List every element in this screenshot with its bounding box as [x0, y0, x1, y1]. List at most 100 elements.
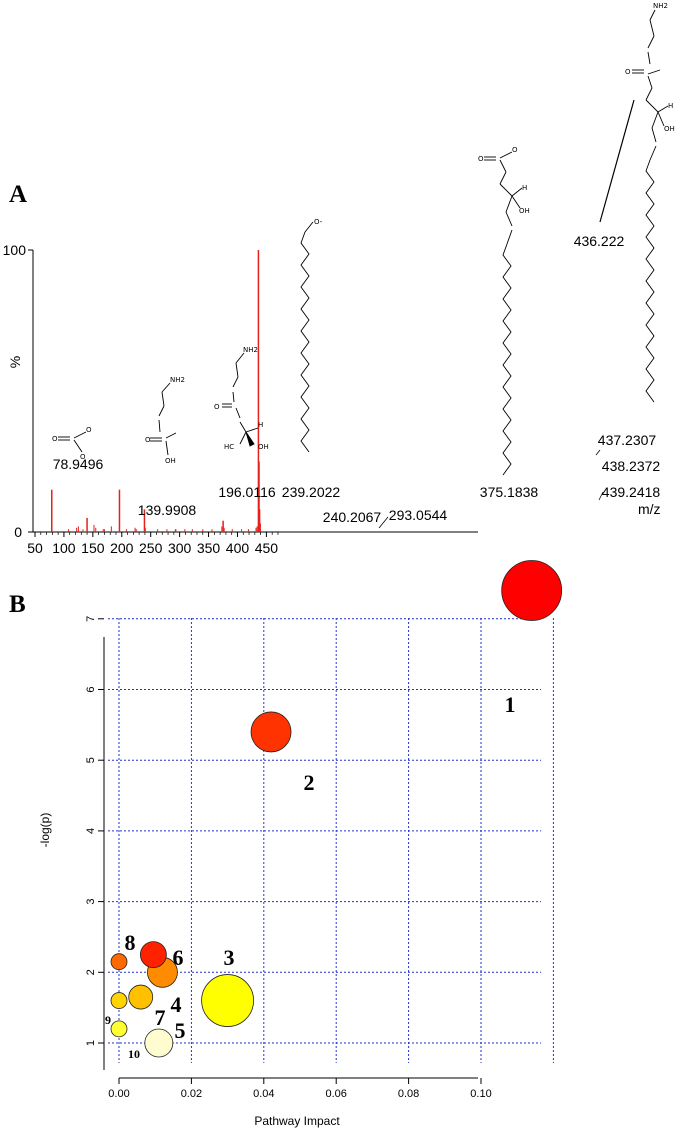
chem-h-1: H	[258, 421, 263, 429]
spectrum-x-tick-label: 450	[255, 540, 279, 556]
spectrum-x-tick-label: 150	[81, 540, 105, 556]
pathway-axes: -log(p) Pathway Impact	[38, 637, 478, 1128]
chem-o-1: O	[52, 435, 58, 443]
spectrum-y-tick-label-0: 0	[14, 524, 22, 540]
pathway-y-tick-label: 1	[85, 1040, 97, 1046]
spectrum-peak-label: 78.9496	[53, 456, 104, 472]
pathway-bubble-1	[501, 560, 563, 621]
pathway-y-tick-label: 4	[85, 828, 97, 834]
chem-o-6: O	[478, 155, 484, 163]
structure-glycerophosphoethanolamine	[222, 352, 259, 447]
chem-oh-3: OH	[519, 207, 530, 215]
spectrum-y-tick-label-100: 100	[3, 242, 27, 258]
pathway-x-tick-label: 0.08	[398, 1088, 419, 1100]
spectrum-peak-label: 437.2307	[598, 432, 657, 448]
chem-nh2-2: NH2	[243, 346, 258, 354]
leader-437	[595, 449, 601, 456]
structure-chain-436	[645, 159, 655, 403]
pathway-bubble-label: 2	[304, 770, 315, 795]
pathway-x-tick-label: 0.00	[108, 1088, 129, 1100]
pathway-bubble-label: 10	[128, 1047, 140, 1061]
spectrum-x-axis-label: m/z	[638, 501, 661, 517]
pathway-bubble-7	[139, 941, 167, 969]
chem-oh-4: OH	[664, 125, 675, 133]
chem-nh2-1: NH2	[170, 376, 185, 384]
structure-pointer-436	[599, 99, 635, 223]
pathway-bubble-labels: 1 2 3 45 6 7 8 9 10	[105, 692, 516, 1061]
pathway-x-tick-label: 0.02	[181, 1088, 202, 1100]
spectrum-peak-label: 293.0544	[389, 507, 448, 523]
chem-nh2-3: NH2	[653, 2, 668, 10]
pathway-bubble-label: 7	[155, 1005, 166, 1030]
panel-b-label: B	[9, 591, 26, 618]
chem-o-5: O	[214, 403, 220, 411]
structure-ethanolamine-phosphate	[150, 382, 177, 456]
pathway-y-axis-label: -log(p)	[38, 813, 52, 848]
pathway-grid	[108, 618, 554, 1063]
spectrum-peak-label: 436.222	[574, 233, 625, 249]
pathway-y-tick-label: 6	[85, 686, 97, 692]
chem-o-minus: O-	[314, 218, 323, 226]
pathway-bubble-label: 1	[505, 692, 516, 717]
pathway-bubble-label: 3	[224, 945, 235, 970]
pathway-bubble-label: 4	[171, 992, 182, 1017]
pathway-x-tick-label: 0.10	[470, 1088, 491, 1100]
spectrum-peak-label: 438.2372	[602, 458, 661, 474]
pathway-bubble-3	[201, 974, 255, 1027]
structure-lysope-plasmalogen	[632, 9, 669, 161]
spectrum-peak-label: 239.2022	[282, 484, 341, 500]
spectrum-x-tick-label: 350	[197, 540, 221, 556]
pathway-x-axis-label: Pathway Impact	[254, 1114, 340, 1128]
pathway-y-tick-label: 5	[85, 757, 97, 763]
chem-o-2: O	[86, 426, 92, 434]
chem-oh-1: OH	[165, 457, 176, 465]
chem-o-4: O	[145, 436, 151, 444]
pathway-x-tick-label: 0.06	[325, 1088, 346, 1100]
spectrum-minor-peaks	[68, 524, 258, 532]
panel-a-label: A	[9, 181, 27, 208]
pathway-bubble-label: 8	[125, 930, 136, 955]
spectrum-x-tick-label: 200	[110, 540, 134, 556]
spectrum-peak-labels: 78.9496 139.9908 196.0116 239.2022 240.2067 2…	[53, 233, 661, 525]
spectrum-x-tick-label: 300	[168, 540, 192, 556]
spectrum-peak-label: 240.2067	[323, 509, 382, 525]
chem-oh-2: OH	[258, 443, 269, 451]
spectrum-peak-label: 375.1838	[480, 484, 539, 500]
pathway-bubble-label: 5	[175, 1018, 186, 1043]
pathway-bubble-4	[128, 984, 154, 1010]
spectrum-x-tick-label: 50	[27, 540, 43, 556]
structure-phosphate	[58, 431, 87, 453]
pathway-y-tick-label: 7	[85, 616, 97, 622]
chem-hc: HC	[224, 443, 234, 451]
spectrum-x-ticks: 50 100 150 200 250 300 350 400 450	[27, 532, 279, 556]
leader-293	[378, 516, 389, 529]
spectrum-y-axis-label: %	[7, 356, 23, 368]
chem-o-7: O	[512, 146, 518, 154]
pathway-y-tick-label: 2	[85, 969, 97, 975]
chem-o-3: O	[80, 453, 86, 461]
chem-h-2: H	[522, 184, 527, 192]
structure-fatty-chain-239	[300, 221, 314, 453]
pathway-bubbles	[110, 560, 563, 1058]
structure-plasmalogen-fragment	[484, 151, 523, 245]
pathway-y-tick-label: 3	[85, 899, 97, 905]
pathway-bubble-label: 6	[173, 945, 184, 970]
spectrum-peak-label: 196.0116	[218, 484, 276, 500]
spectrum-x-tick-label: 100	[52, 540, 76, 556]
spectrum-labeled-peaks	[50, 250, 261, 532]
chem-o-8: O	[625, 68, 631, 76]
spectrum-x-tick-label: 250	[139, 540, 163, 556]
spectrum-peak-label: 439.2418	[602, 484, 661, 500]
chem-h-3: H	[668, 102, 673, 110]
spectrum-axes: 100 0 % m/z	[3, 242, 661, 540]
structure-chain-375	[502, 243, 512, 476]
pathway-x-tick-label: 0.04	[253, 1088, 274, 1100]
pathway-bubble-2	[250, 711, 292, 753]
pathway-bubble-9	[110, 992, 128, 1009]
pathway-bubble-label: 9	[105, 1013, 111, 1027]
spectrum-x-tick-label: 400	[226, 540, 250, 556]
leader-439	[598, 491, 604, 501]
pathway-bubble-5	[144, 1028, 174, 1058]
